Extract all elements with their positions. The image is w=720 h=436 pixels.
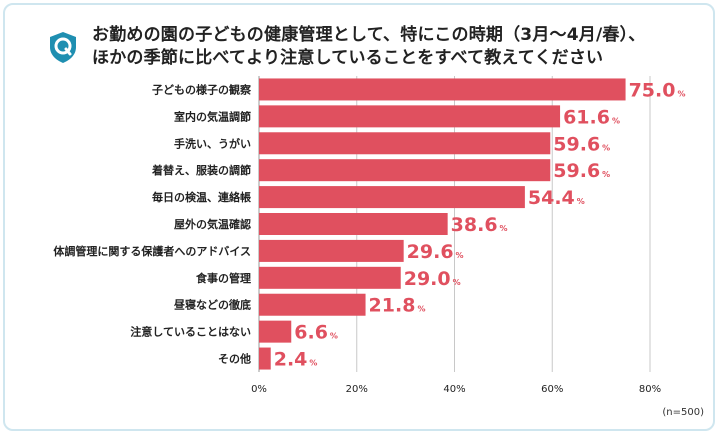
- category-label: 手洗い、うがい: [174, 136, 251, 150]
- bar: [259, 105, 561, 128]
- value-label: 6.6%: [294, 322, 338, 344]
- x-tick-label: 80%: [639, 384, 661, 395]
- category-label: 着替え、服装の調節: [151, 163, 251, 177]
- x-tick-label: 20%: [346, 384, 368, 395]
- category-label: 昼寝などの徹底: [173, 298, 251, 312]
- bar: [259, 320, 292, 343]
- x-tick-label: 0%: [251, 384, 267, 395]
- bar: [259, 78, 626, 101]
- value-label: 2.4%: [274, 349, 318, 371]
- value-label: 59.6%: [553, 133, 610, 155]
- x-tick-label: 40%: [443, 384, 465, 395]
- category-label: 体調管理に関する保護者へのアドバイス: [53, 244, 251, 258]
- bar: [259, 213, 448, 235]
- bar: [259, 239, 404, 262]
- category-label: その他: [218, 352, 251, 366]
- value-label: 75.0%: [629, 79, 686, 101]
- category-label: 室内の気温調節: [174, 109, 251, 123]
- category-label: 毎日の検温、連絡帳: [152, 190, 251, 204]
- chart-title-line-2: ほかの季節に比べてより注意していることをすべて教えてください: [92, 48, 604, 68]
- bar: [259, 132, 551, 155]
- value-label: 38.6%: [451, 214, 508, 236]
- bar: [259, 186, 525, 209]
- sample-size-note: (n=500): [662, 407, 704, 418]
- category-label: 注意していることはない: [130, 325, 251, 339]
- bar: [259, 293, 366, 316]
- x-tick-label: 60%: [541, 384, 563, 395]
- category-label: 子どもの様子の観察: [152, 82, 252, 96]
- q-shield-logo-icon: [50, 32, 76, 63]
- value-label: 54.4%: [528, 187, 585, 209]
- value-label: 29.6%: [407, 241, 464, 263]
- value-label: 59.6%: [553, 160, 610, 182]
- category-label: 食事の管理: [196, 271, 251, 285]
- category-label: 屋外の気温確認: [174, 217, 251, 231]
- bar: [259, 266, 401, 289]
- chart-title: お勤めの園の子どもの健康管理として、特にこの時期（3月〜4月/春）、 ほかの季節…: [92, 24, 702, 70]
- bar: [259, 159, 551, 182]
- value-label: 29.0%: [404, 268, 461, 290]
- value-label: 21.8%: [369, 295, 426, 317]
- value-label: 61.6%: [563, 106, 620, 128]
- chart-title-line-1: お勤めの園の子どもの健康管理として、特にこの時期（3月〜4月/春）、: [92, 25, 646, 45]
- bar: [259, 347, 271, 370]
